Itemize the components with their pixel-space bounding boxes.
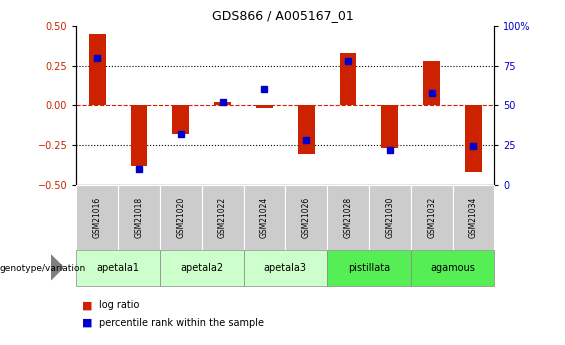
Bar	[465, 105, 482, 172]
Bar	[298, 105, 315, 155]
Bar	[381, 105, 398, 148]
Text: GSM21020: GSM21020	[176, 197, 185, 238]
Bar	[256, 105, 273, 108]
Text: GSM21026: GSM21026	[302, 197, 311, 238]
Text: GDS866 / A005167_01: GDS866 / A005167_01	[212, 9, 353, 22]
Text: pistillata: pistillata	[348, 263, 390, 273]
Text: log ratio: log ratio	[99, 300, 139, 310]
Bar	[214, 102, 231, 105]
Bar	[340, 53, 357, 105]
Bar	[89, 34, 106, 105]
Text: ■: ■	[82, 318, 93, 327]
Text: GSM21022: GSM21022	[218, 197, 227, 238]
Polygon shape	[51, 255, 63, 280]
Text: GSM21030: GSM21030	[385, 197, 394, 238]
Text: GSM21016: GSM21016	[93, 197, 102, 238]
Text: apetala3: apetala3	[264, 263, 307, 273]
Text: apetala2: apetala2	[180, 263, 223, 273]
Text: percentile rank within the sample: percentile rank within the sample	[99, 318, 264, 327]
Text: GSM21018: GSM21018	[134, 197, 144, 238]
Text: apetala1: apetala1	[97, 263, 140, 273]
Text: ■: ■	[82, 300, 93, 310]
Text: GSM21032: GSM21032	[427, 197, 436, 238]
Text: agamous: agamous	[430, 263, 475, 273]
Bar	[172, 105, 189, 134]
Text: GSM21024: GSM21024	[260, 197, 269, 238]
Bar	[131, 105, 147, 166]
Text: GSM21028: GSM21028	[344, 197, 353, 238]
Text: GSM21034: GSM21034	[469, 197, 478, 238]
Text: genotype/variation: genotype/variation	[0, 264, 86, 273]
Bar	[423, 61, 440, 105]
